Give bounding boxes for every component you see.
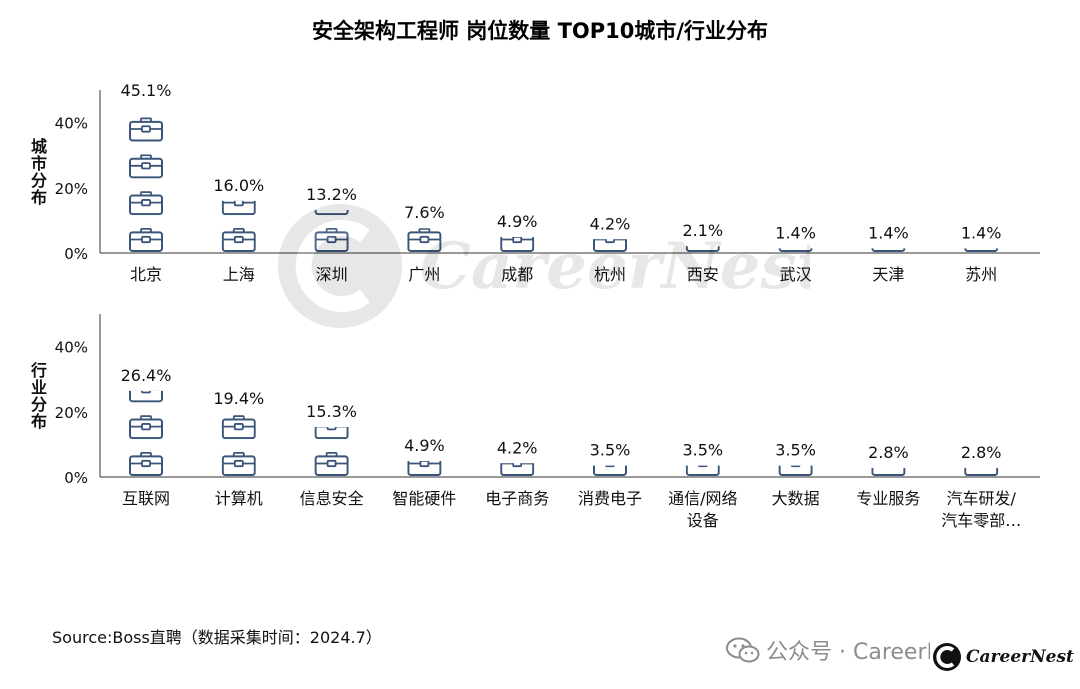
bar-1 xyxy=(129,117,163,252)
x-tick-label: 天津 xyxy=(872,265,904,284)
x-tick-label: 智能硬件 xyxy=(392,489,456,508)
x-tick-label: 武汉 xyxy=(780,265,812,284)
x-tick-label: 信息安全 xyxy=(300,489,364,508)
data-label: 15.3% xyxy=(306,402,357,421)
data-label: 4.2% xyxy=(590,214,631,233)
briefcase-icon xyxy=(221,200,256,216)
briefcase-icon xyxy=(129,415,163,440)
x-tick-label: 深圳 xyxy=(316,265,348,284)
data-label: 1.4% xyxy=(961,223,1002,242)
chart-panel-1: 0% 20% 40% 城市分布 45.1% 北京 16.0% 上海 13.2% 深圳 7.6% 广州 4… xyxy=(31,81,1040,284)
briefcase-icon xyxy=(129,117,163,142)
y-tick-label: 20% xyxy=(55,180,88,198)
bar-1 xyxy=(129,390,163,476)
y-tick-label: 0% xyxy=(64,245,88,263)
data-label: 45.1% xyxy=(121,81,172,100)
bar-4 xyxy=(407,461,442,476)
x-tick-label: 消费电子 xyxy=(578,489,642,508)
briefcase-icon xyxy=(407,228,442,252)
y-tick-label: 40% xyxy=(55,115,88,133)
chart-panel-2: 0% 20% 40% 行业分布 26.4% 互联网 19.4% 计算机 15.3% 信息安全 4.9… xyxy=(30,314,1040,530)
data-label: 2.8% xyxy=(868,443,909,462)
brand-logo: CareerNest xyxy=(930,640,1080,674)
x-tick-label: 汽车研发/汽车零部… xyxy=(941,489,1021,530)
y-axis-label: 行业分布 xyxy=(30,361,47,431)
data-label: 2.1% xyxy=(682,221,723,240)
brand-name: CareerNest xyxy=(966,647,1074,667)
source-note: Source:Boss直聘（数据采集时间：2024.7） xyxy=(52,628,382,647)
wechat-icon xyxy=(726,637,760,663)
briefcase-icon xyxy=(129,191,163,216)
x-tick-label: 西安 xyxy=(687,265,719,284)
data-label: 3.5% xyxy=(682,441,723,460)
briefcase-icon xyxy=(500,237,535,252)
data-label: 1.4% xyxy=(775,223,816,242)
bar-2 xyxy=(221,415,256,476)
x-tick-label: 大数据 xyxy=(772,489,820,508)
briefcase-icon xyxy=(314,452,349,476)
briefcase-icon xyxy=(221,415,256,440)
y-tick-label: 20% xyxy=(55,404,88,422)
bar-5 xyxy=(500,237,535,252)
x-tick-label: 杭州 xyxy=(594,265,626,284)
x-tick-label: 计算机 xyxy=(215,489,263,508)
data-label: 2.8% xyxy=(961,443,1002,462)
x-tick-label: 通信/网络设备 xyxy=(668,489,737,530)
x-tick-label: 广州 xyxy=(408,265,440,284)
briefcase-icon xyxy=(129,228,163,252)
bar-4 xyxy=(407,228,442,252)
x-tick-label: 上海 xyxy=(223,265,255,284)
data-label: 16.0% xyxy=(213,176,264,195)
x-tick-label: 电子商务 xyxy=(485,489,549,508)
bar-3 xyxy=(314,427,349,476)
data-label: 26.4% xyxy=(121,366,172,385)
brand-logo-icon xyxy=(933,643,961,671)
bar-2 xyxy=(221,200,256,252)
briefcase-icon xyxy=(314,228,349,252)
data-label: 4.9% xyxy=(404,436,445,455)
data-label: 3.5% xyxy=(590,441,631,460)
x-tick-label: 北京 xyxy=(130,265,162,284)
data-label: 13.2% xyxy=(306,185,357,204)
data-label: 19.4% xyxy=(213,389,264,408)
x-tick-label: 互联网 xyxy=(122,489,170,508)
x-tick-label: 专业服务 xyxy=(856,489,920,508)
data-label: 7.6% xyxy=(404,203,445,222)
briefcase-icon xyxy=(129,452,163,476)
data-label: 1.4% xyxy=(868,223,909,242)
briefcase-icon xyxy=(129,154,163,179)
briefcase-icon xyxy=(221,452,256,476)
chart-title: 安全架构工程师 岗位数量 TOP10城市/行业分布 xyxy=(312,19,768,43)
data-label: 4.9% xyxy=(497,212,538,231)
x-tick-label: 苏州 xyxy=(965,265,997,284)
x-tick-label: 成都 xyxy=(501,265,533,284)
data-label: 3.5% xyxy=(775,441,816,460)
briefcase-icon xyxy=(221,228,256,252)
y-axis-label: 城市分布 xyxy=(31,137,47,207)
briefcase-icon xyxy=(407,461,442,476)
y-tick-label: 0% xyxy=(64,469,88,487)
data-label: 4.2% xyxy=(497,438,538,457)
y-tick-label: 40% xyxy=(55,339,88,357)
